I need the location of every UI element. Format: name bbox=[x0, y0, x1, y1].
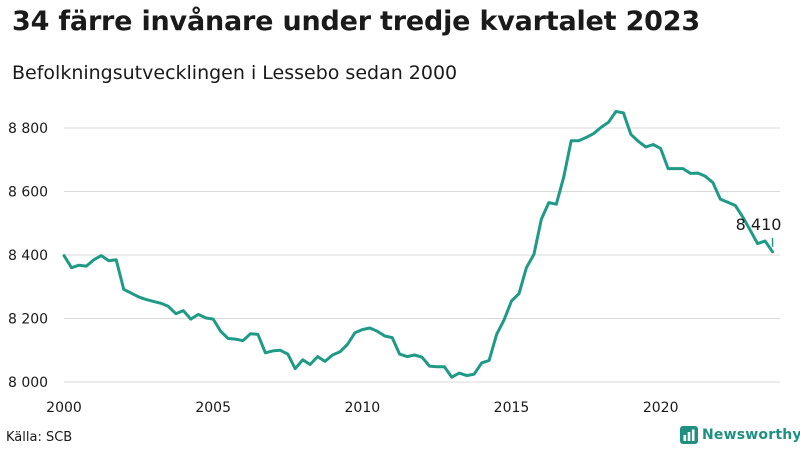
series-group bbox=[62, 110, 774, 379]
annotation-group: 8 410 bbox=[736, 215, 782, 247]
bar-chart-icon bbox=[680, 426, 698, 444]
y-tick-label: 8 000 bbox=[8, 375, 48, 391]
x-tick-label: 2000 bbox=[46, 400, 82, 416]
series-line bbox=[62, 110, 774, 379]
x-axis-ticks: 2000 2005 2010 2015 2020 bbox=[46, 400, 678, 416]
x-tick-label: 2005 bbox=[195, 400, 231, 416]
y-tick-label: 8 600 bbox=[8, 185, 48, 201]
y-tick-label: 8 400 bbox=[8, 248, 48, 264]
gridlines bbox=[64, 127, 780, 383]
x-tick-label: 2010 bbox=[345, 400, 381, 416]
x-tick-label: 2020 bbox=[643, 400, 679, 416]
chart-subtitle: Befolkningsutvecklingen i Lessebo sedan … bbox=[12, 62, 458, 84]
chart-title: 34 färre invånare under tredje kvartalet… bbox=[12, 6, 700, 37]
source-note: Källa: SCB bbox=[6, 430, 73, 445]
y-tick-label: 8 200 bbox=[8, 312, 48, 328]
y-axis-ticks: 8 000 8 200 8 400 8 600 8 800 bbox=[8, 121, 48, 391]
newsworthy-logo: Newsworthy bbox=[680, 426, 800, 444]
y-tick-label: 8 800 bbox=[8, 121, 48, 137]
brand-name: Newsworthy bbox=[702, 427, 800, 443]
x-tick-label: 2015 bbox=[494, 400, 530, 416]
annotation-label: 8 410 bbox=[736, 215, 782, 234]
